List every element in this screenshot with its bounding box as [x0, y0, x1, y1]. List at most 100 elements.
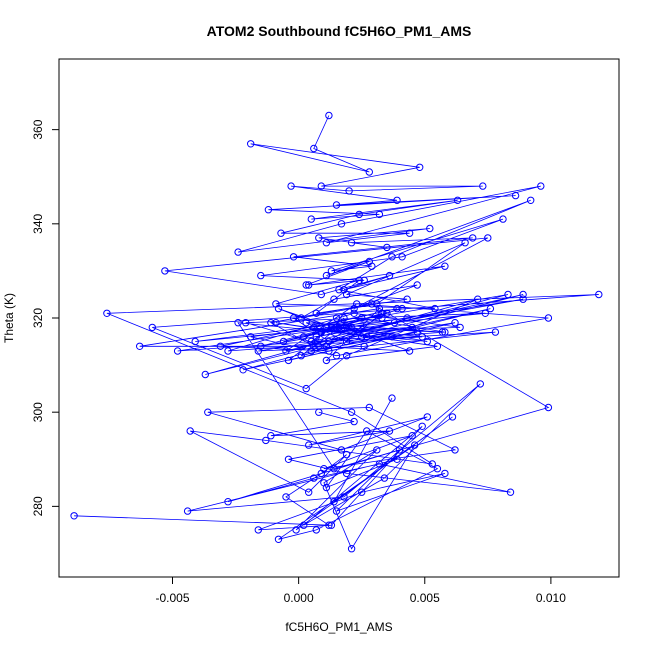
data-point: [186, 427, 194, 435]
data-point: [317, 290, 325, 299]
data-point: [201, 370, 210, 379]
data-point: [183, 507, 192, 515]
data-point: [332, 507, 341, 515]
data-point: [383, 243, 391, 252]
data-point: [289, 314, 298, 322]
data-point: [408, 323, 416, 332]
x-tick-label: 0.005: [410, 591, 440, 605]
data-point: [413, 328, 421, 336]
data-point: [506, 488, 515, 496]
data-point: [486, 304, 495, 313]
data-point: [284, 455, 293, 463]
data-point: [390, 319, 399, 327]
data-point: [441, 328, 449, 336]
data-point: [423, 337, 431, 346]
data-point: [305, 281, 313, 289]
y-tick-label: 320: [31, 308, 45, 328]
data-point: [350, 417, 358, 426]
data-point: [347, 545, 356, 553]
y-tick-label: 360: [31, 119, 45, 139]
data-point: [330, 295, 338, 303]
data-point: [234, 319, 242, 327]
data-point: [350, 309, 358, 317]
data-point: [527, 196, 535, 205]
data-point: [433, 465, 442, 473]
data-point: [395, 446, 404, 454]
data-point: [302, 281, 310, 289]
data-point: [332, 352, 341, 360]
data-point: [481, 309, 489, 317]
data-point: [403, 295, 411, 303]
data-point: [453, 196, 462, 205]
data-point: [239, 366, 247, 374]
data-point: [337, 446, 346, 454]
data-point: [103, 309, 111, 317]
data-point: [315, 234, 323, 242]
data-point: [279, 337, 288, 346]
data-point: [355, 276, 363, 284]
data-point: [405, 229, 414, 237]
data-point: [360, 342, 368, 350]
data-point: [242, 319, 250, 327]
data-point: [393, 196, 401, 205]
data-point: [247, 140, 255, 148]
data-point: [363, 333, 371, 341]
data-point: [224, 498, 232, 506]
data-point: [393, 304, 401, 313]
chart-title: ATOM2 Southbound fC5H6O_PM1_AMS: [207, 23, 472, 39]
data-point: [322, 356, 331, 365]
data-point: [307, 215, 315, 223]
data-point: [340, 314, 348, 322]
data-point: [332, 323, 341, 332]
data-point: [315, 408, 323, 416]
data-point: [310, 144, 318, 153]
y-tick-label: 280: [31, 496, 45, 516]
data-point: [416, 163, 424, 172]
y-tick-label: 300: [31, 402, 45, 422]
data-point: [340, 323, 348, 332]
x-axis: -0.005 0.000 0.005 0.010: [155, 576, 566, 605]
data-point: [358, 333, 366, 341]
data-point: [408, 432, 416, 440]
series-layer: [70, 111, 603, 553]
x-tick-label: -0.005: [155, 591, 189, 605]
data-point: [363, 427, 371, 435]
data-point: [426, 224, 434, 233]
data-point: [317, 182, 325, 190]
data-point: [337, 220, 346, 228]
data-point: [317, 328, 325, 336]
data-point: [441, 469, 449, 478]
data-point: [479, 182, 487, 190]
data-point: [302, 384, 310, 393]
data-point: [247, 333, 255, 341]
data-point: [441, 262, 449, 270]
data-point: [282, 493, 290, 501]
data-point: [595, 290, 603, 299]
data-point: [411, 441, 419, 449]
data-point: [365, 257, 373, 266]
data-point: [332, 314, 341, 322]
data-point: [216, 342, 225, 350]
data-point: [405, 347, 414, 355]
data-point: [300, 333, 308, 341]
data-point: [148, 323, 157, 332]
y-tick-label: 340: [31, 213, 45, 233]
data-point: [292, 526, 300, 534]
data-point: [320, 479, 328, 487]
data-point: [388, 333, 396, 341]
data-point: [347, 239, 356, 247]
data-point: [544, 314, 553, 322]
y-axis-label: Theta (K): [2, 293, 16, 343]
data-point: [267, 432, 275, 440]
data-point: [136, 342, 144, 350]
data-point: [431, 304, 439, 313]
data-point: [511, 191, 520, 200]
data-point: [461, 239, 469, 247]
data-point: [325, 337, 333, 346]
data-point: [282, 347, 290, 355]
data-point: [254, 526, 262, 534]
data-point: [519, 290, 527, 299]
data-point: [373, 300, 381, 308]
data-point: [433, 342, 442, 350]
data-point: [469, 234, 477, 242]
